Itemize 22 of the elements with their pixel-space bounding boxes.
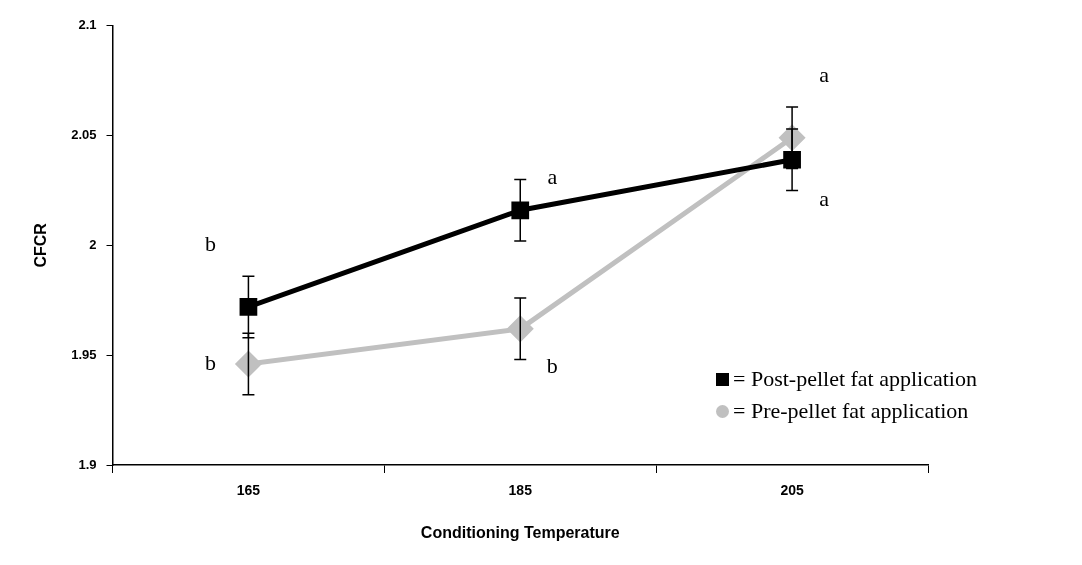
annotation: a <box>819 61 830 87</box>
y-tick-label: 1.95 <box>71 346 97 362</box>
annotation: a <box>547 164 558 190</box>
x-axis-title: Conditioning Temperature <box>420 523 620 541</box>
x-tick-label: 165 <box>236 482 261 499</box>
annotation: a <box>819 185 830 211</box>
point <box>783 150 801 169</box>
y-tick-label: 1.9 <box>78 456 97 472</box>
point <box>511 201 530 220</box>
legend-label: = Post-pellet fat application <box>733 365 977 393</box>
point <box>239 298 258 316</box>
annotation: b <box>546 352 558 378</box>
point <box>507 316 533 342</box>
y-axis-title: CFCR <box>32 222 50 268</box>
x-tick-label: 185 <box>508 482 533 499</box>
y-tick-label: 2.05 <box>71 127 97 143</box>
y-tick-label: 2.1 <box>78 17 97 33</box>
x-tick-label: 205 <box>780 482 804 499</box>
annotation: b <box>204 349 216 375</box>
annotation: b <box>204 230 216 256</box>
legend-label: = Pre-pellet fat application <box>733 397 969 425</box>
y-tick-label: 2 <box>89 236 97 252</box>
